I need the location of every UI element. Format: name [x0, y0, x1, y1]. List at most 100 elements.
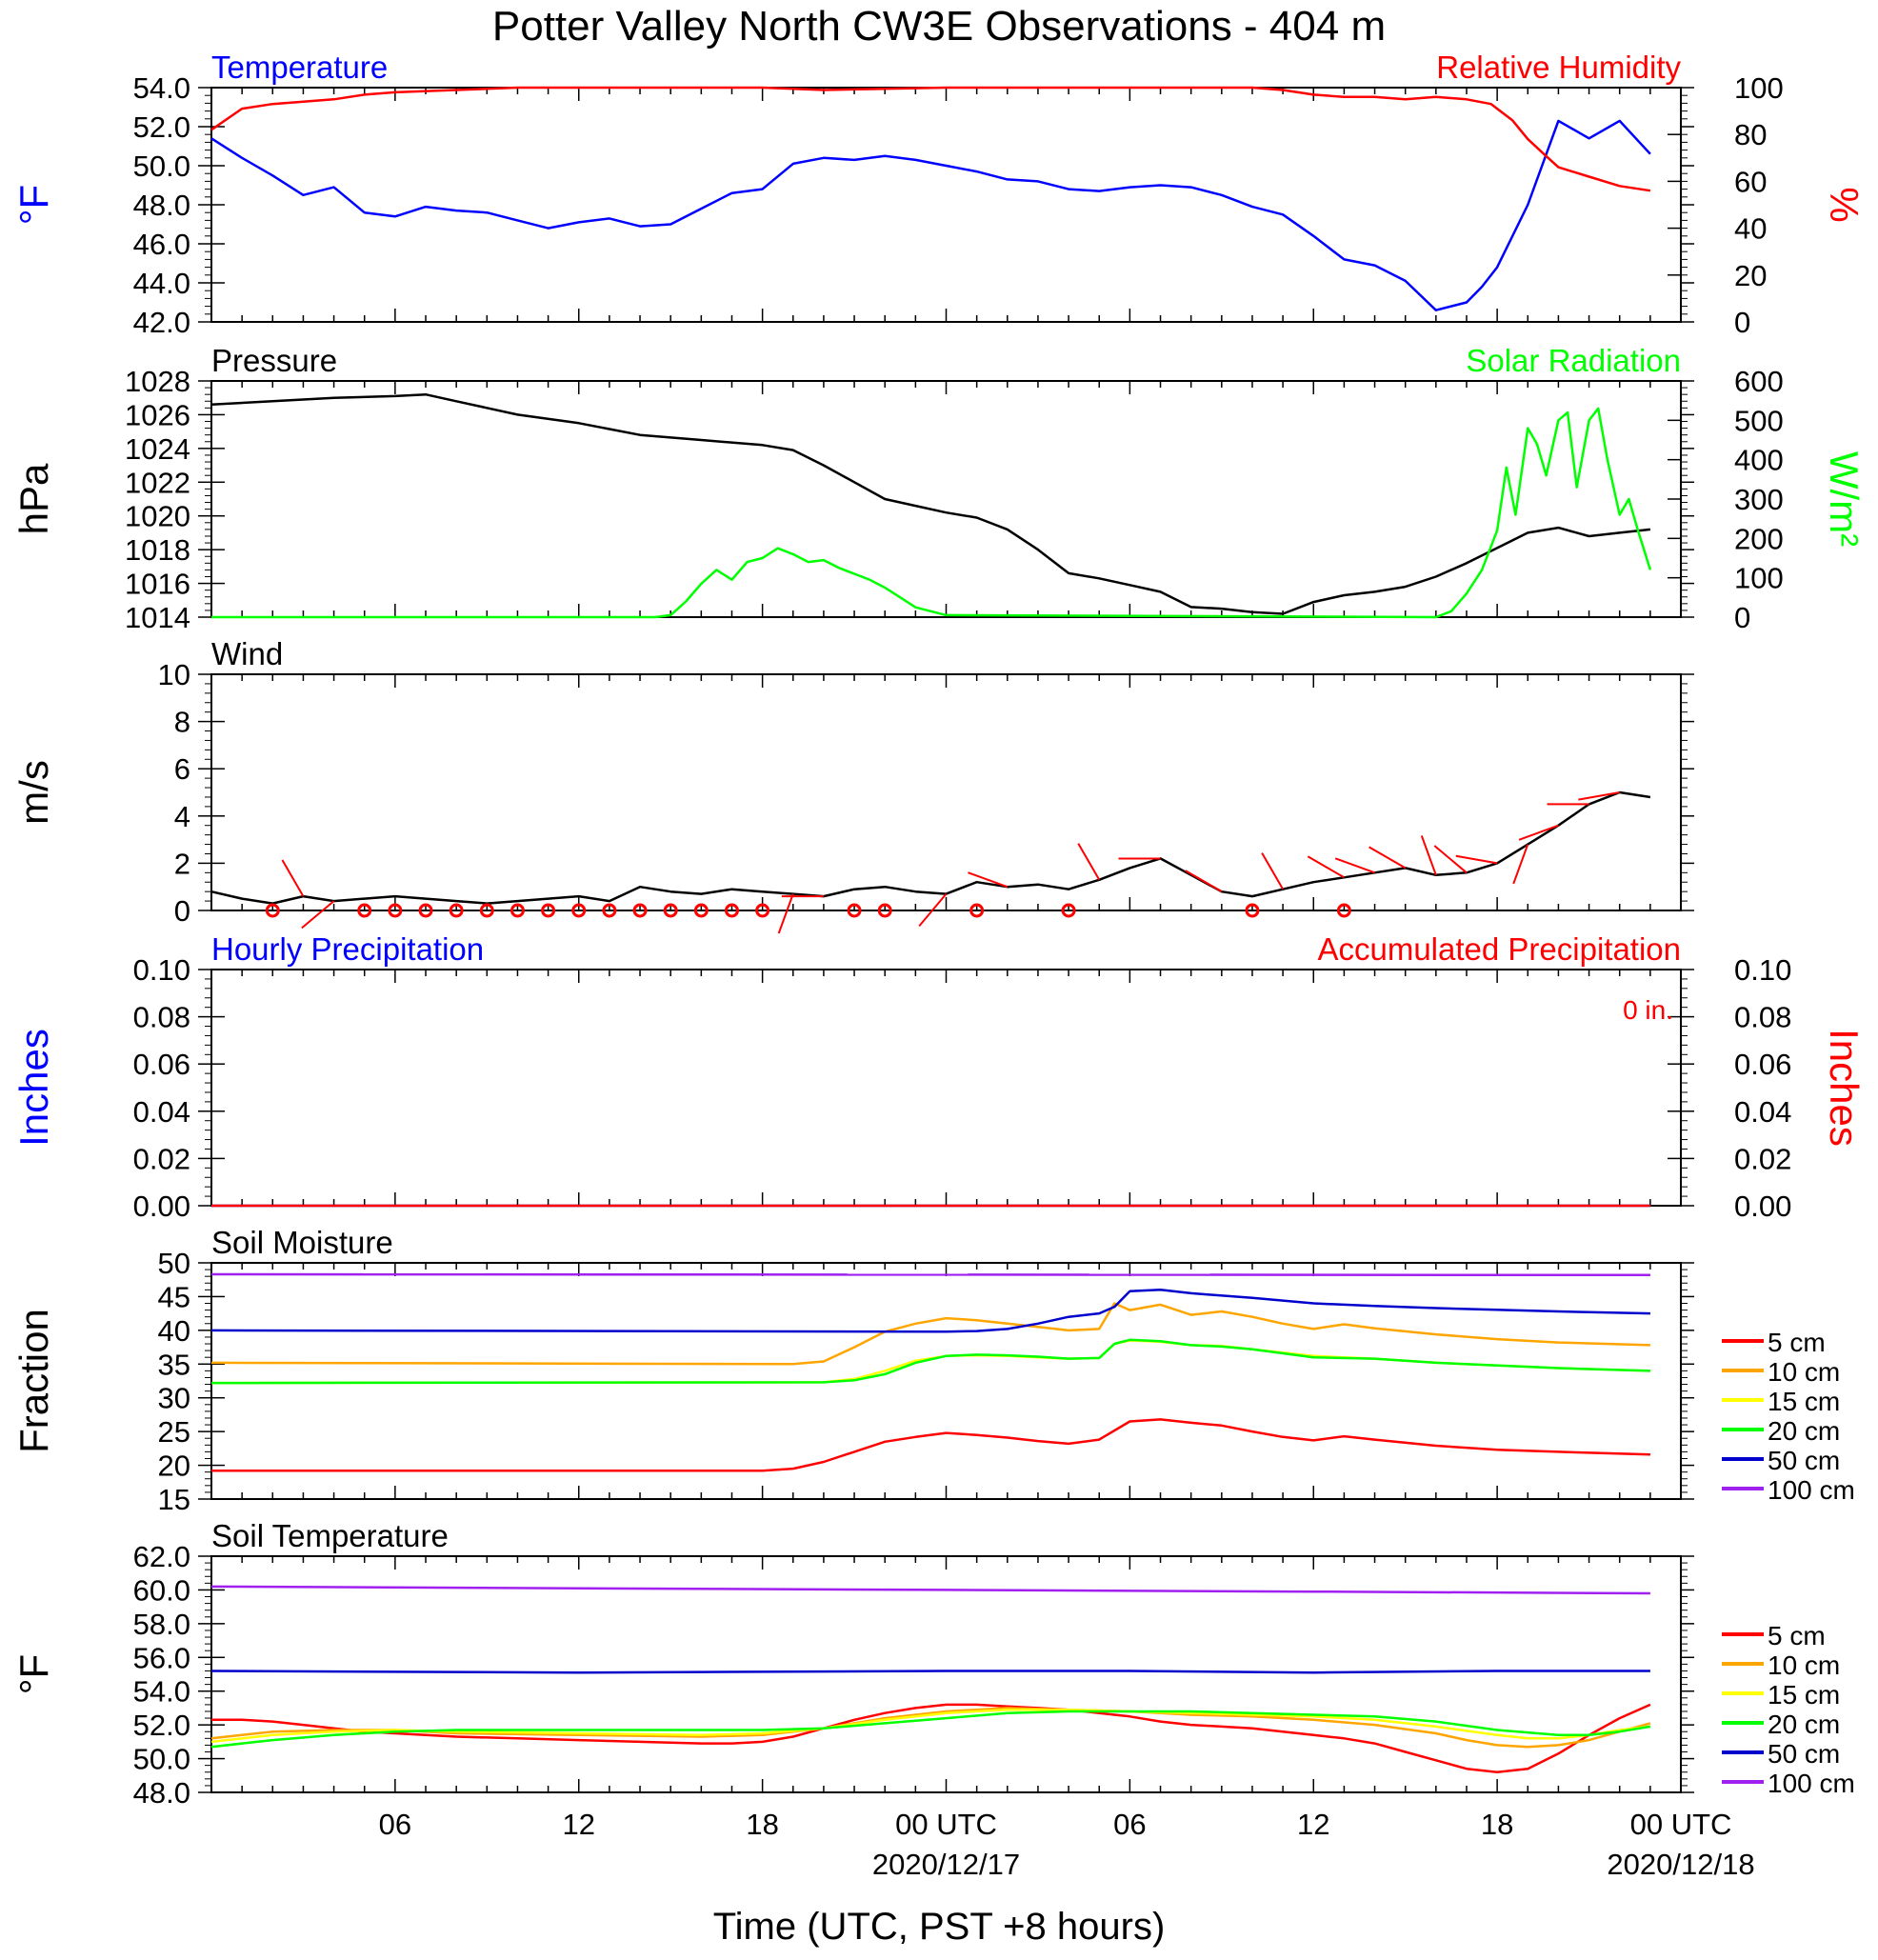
- y-tick-label-left: 50.0: [133, 1743, 190, 1776]
- calm-marker: [755, 903, 770, 918]
- precip-annotation: 0 in.: [1623, 995, 1673, 1025]
- calm-marker: [388, 903, 403, 918]
- y-tick-label-left: 48.0: [133, 1776, 190, 1810]
- wind-barb: [1369, 846, 1407, 870]
- y-tick-label-right: 400: [1734, 444, 1784, 477]
- chart-panels: 42.044.046.048.050.052.054.0020406080100…: [11, 50, 1867, 1810]
- y-tick-label-left: 46.0: [133, 228, 190, 261]
- y-tick-label-right: 80: [1734, 118, 1767, 151]
- y-axis-label-right: Inches: [1822, 1029, 1867, 1147]
- panel-temp-rh: 42.0 44.0 46.0 48.0 50.0 52.0 54.0 0 20 40 60 80 100…: [11, 50, 1867, 339]
- calm-marker: [418, 903, 433, 918]
- y-tick-label-left: 20: [158, 1450, 190, 1483]
- wind-barb: [1512, 844, 1529, 885]
- y-tick-label-right: 100: [1734, 71, 1784, 105]
- y-tick-label-left: 0.06: [133, 1048, 190, 1081]
- y-axis-label-left: °F: [11, 185, 56, 225]
- y-tick-label-left: 4: [174, 800, 190, 833]
- calm-marker: [571, 903, 587, 918]
- y-tick-label-left: 0.02: [133, 1142, 190, 1175]
- calm-marker: [847, 903, 862, 918]
- x-date-label: 2020/12/17: [872, 1848, 1020, 1881]
- panel-title-left: Wind: [211, 636, 283, 671]
- y-tick-label-left: 58.0: [133, 1608, 190, 1641]
- panel-title-left: Hourly Precipitation: [211, 931, 484, 967]
- calm-marker: [602, 903, 617, 918]
- panel-wind: 0 2 4 6 8 10 Wind m/s: [11, 636, 1694, 934]
- panel-title-right: Relative Humidity: [1436, 50, 1681, 85]
- y-tick-label-left: 52.0: [133, 1709, 190, 1742]
- series-line-solar-radiation: [211, 407, 1652, 619]
- panel-title-left: Soil Moisture: [211, 1225, 393, 1260]
- series-line-relative-humidity: [210, 86, 1651, 192]
- y-tick-label-left: 52.0: [133, 110, 190, 144]
- y-tick-label-left: 1014: [125, 601, 190, 634]
- y-tick-label-right: 20: [1734, 259, 1767, 292]
- series-line-100-cm: [210, 1272, 1650, 1277]
- calm-marker: [663, 903, 678, 918]
- series-line-5-cm: [211, 1703, 1651, 1773]
- y-tick-label-left: 0.08: [133, 1001, 190, 1034]
- legend-label: 50 cm: [1768, 1446, 1840, 1475]
- y-axis-label-left: Fraction: [11, 1309, 56, 1453]
- series-line-pressure: [210, 392, 1651, 615]
- y-tick-label-left: 0.04: [133, 1095, 190, 1129]
- y-tick-label-left: 1016: [125, 568, 190, 601]
- legend-label: 100 cm: [1768, 1475, 1855, 1505]
- y-tick-label-left: 15: [158, 1483, 190, 1516]
- y-axis-label-right: %: [1822, 187, 1867, 222]
- panel-frame: [210, 1262, 1682, 1500]
- calm-marker: [969, 903, 985, 918]
- y-tick-label-left: 0.10: [133, 953, 190, 987]
- x-tick-label: 12: [1297, 1808, 1329, 1841]
- x-axis-label: Time (UTC, PST +8 hours): [713, 1906, 1166, 1948]
- y-tick-label-left: 1028: [125, 365, 190, 398]
- wind-barb: [1077, 843, 1101, 881]
- y-tick-label-left: 54.0: [133, 1675, 190, 1709]
- series-line-20-cm: [210, 1338, 1650, 1385]
- series-line-10-cm: [210, 1302, 1650, 1366]
- y-tick-label-right: 0.04: [1734, 1095, 1791, 1129]
- y-tick-label-left: 0: [174, 894, 190, 928]
- y-tick-label-left: 50.0: [133, 150, 190, 183]
- y-tick-label-right: 600: [1734, 365, 1784, 398]
- x-tick-label: 00 UTC: [895, 1808, 997, 1841]
- y-tick-label-right: 200: [1734, 522, 1784, 555]
- panel-precip: 0.00 0.02 0.04 0.06 0.08 0.10 0.00 0.02 0.04 0.06…: [11, 931, 1867, 1223]
- panel-title-left: Soil Temperature: [211, 1518, 449, 1553]
- y-tick-label-left: 42.0: [133, 306, 190, 339]
- y-tick-label-left: 8: [174, 706, 190, 739]
- x-tick-label: 00 UTC: [1630, 1808, 1732, 1841]
- legend-label: 15 cm: [1768, 1680, 1840, 1710]
- y-tick-label-left: 35: [158, 1348, 190, 1381]
- series-line-temperature: [210, 119, 1651, 311]
- legend-label: 20 cm: [1768, 1416, 1840, 1446]
- calm-marker: [1336, 903, 1351, 918]
- y-tick-label-left: 56.0: [133, 1641, 190, 1674]
- legend-label: 50 cm: [1768, 1739, 1840, 1769]
- legend-label: 10 cm: [1768, 1650, 1840, 1680]
- y-tick-label-left: 6: [174, 752, 190, 786]
- y-tick-label-right: 0.06: [1734, 1048, 1791, 1081]
- panel-title-right: Solar Radiation: [1466, 343, 1681, 378]
- y-tick-label-left: 50: [158, 1247, 190, 1280]
- wind-barb: [1518, 824, 1559, 841]
- wind-barb: [1433, 845, 1468, 874]
- series-line-wind: [210, 790, 1651, 905]
- y-tick-label-left: 54.0: [133, 71, 190, 105]
- x-tick-label: 06: [379, 1808, 411, 1841]
- series-line-5-cm: [211, 1418, 1650, 1472]
- panel-title-left: Temperature: [211, 50, 388, 85]
- legend-label: 5 cm: [1768, 1328, 1826, 1357]
- series-line-50-cm: [210, 1289, 1650, 1333]
- wind-barb: [968, 871, 1009, 889]
- y-tick-label-right: 0.00: [1734, 1190, 1791, 1223]
- y-tick-label-left: 1026: [125, 398, 190, 431]
- wind-barb: [281, 859, 305, 897]
- chart-title: Potter Valley North CW3E Observations - …: [492, 3, 1386, 50]
- y-tick-label-left: 25: [158, 1415, 190, 1449]
- y-tick-label-right: 40: [1734, 212, 1767, 246]
